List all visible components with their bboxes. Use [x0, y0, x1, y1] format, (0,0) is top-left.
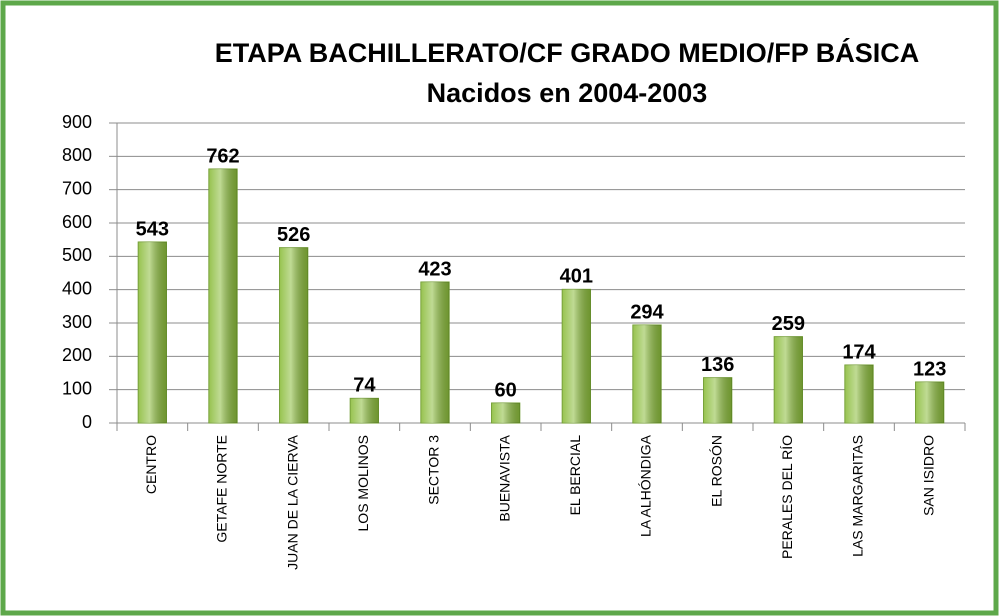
- bar-shine: [844, 365, 874, 423]
- x-tick-label: BUENAVISTA: [496, 434, 512, 521]
- y-tick-label: 0: [82, 412, 92, 432]
- x-tick-label: GETAFE NORTE: [214, 435, 230, 543]
- x-tick-label: LOS MOLINOS: [355, 435, 371, 531]
- value-label: 543: [136, 218, 169, 240]
- y-tick-label: 800: [62, 145, 92, 165]
- bar-shine: [350, 398, 379, 423]
- x-tick-label: LAS MARGARITAS: [850, 435, 866, 557]
- bar-shine: [138, 242, 167, 423]
- value-label: 74: [353, 375, 376, 397]
- x-tick-label: PERALES DEL RÍO: [779, 435, 795, 559]
- bar-shine: [774, 336, 803, 423]
- bar-shine: [915, 382, 944, 423]
- chart-subtitle: Nacidos en 2004-2003: [427, 78, 708, 108]
- x-tick-label: JUAN DE LA CIERVA: [284, 434, 300, 570]
- value-label: 526: [277, 224, 310, 246]
- x-tick-label: EL ROSÓN: [708, 435, 724, 507]
- bar-shine: [703, 377, 732, 423]
- value-label: 60: [495, 379, 517, 401]
- y-tick-label: 100: [62, 378, 92, 398]
- x-tick-label: SECTOR 3: [426, 435, 442, 505]
- y-tick-label: 200: [62, 345, 92, 365]
- x-tick-label: LA ALHÓNDIGA: [638, 434, 654, 537]
- bar-shine: [279, 247, 308, 423]
- y-tick-label: 600: [62, 212, 92, 232]
- value-label: 174: [842, 341, 876, 363]
- value-label: 136: [701, 354, 734, 376]
- bar-shine: [208, 169, 238, 423]
- value-label: 762: [206, 145, 239, 167]
- y-tick-label: 900: [62, 112, 92, 132]
- x-tick-label: SAN ISIDRO: [920, 435, 936, 516]
- value-label: 423: [418, 258, 451, 280]
- x-tick-label: CENTRO: [143, 435, 159, 494]
- bar-shine: [562, 289, 591, 423]
- y-tick-label: 400: [62, 278, 92, 298]
- value-label: 294: [630, 301, 664, 323]
- y-tick-label: 700: [62, 178, 92, 198]
- value-label: 259: [772, 313, 805, 335]
- value-label: 401: [560, 266, 593, 288]
- value-label: 123: [913, 358, 946, 380]
- bar-shine: [491, 403, 520, 423]
- bar-shine: [632, 325, 662, 423]
- y-tick-label: 500: [62, 245, 92, 265]
- chart-title: ETAPA BACHILLERATO/CF GRADO MEDIO/FP BÁS…: [215, 37, 920, 68]
- bar-shine: [420, 282, 450, 423]
- x-tick-label: EL BERCIAL: [567, 435, 583, 516]
- y-tick-label: 300: [62, 312, 92, 332]
